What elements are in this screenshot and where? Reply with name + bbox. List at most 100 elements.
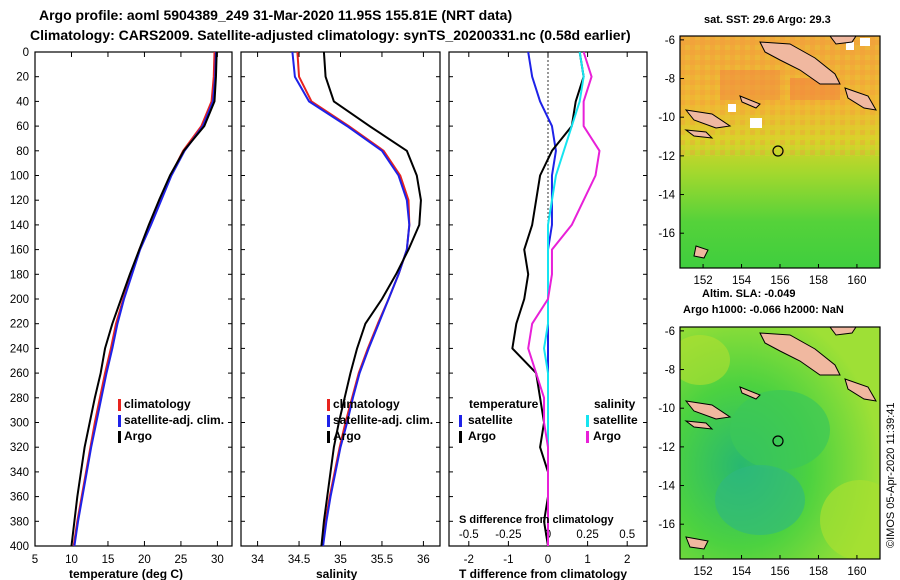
salinity-panel bbox=[240, 51, 441, 547]
x-top-tick-label: 0.25 bbox=[576, 529, 598, 541]
map-y-tick-label: -10 bbox=[658, 403, 675, 415]
legend-swatch-s-satellite bbox=[586, 415, 589, 427]
depth-tick-label: 0 bbox=[23, 47, 29, 59]
x-tick-label: 30 bbox=[211, 554, 224, 566]
sla-map-image bbox=[680, 327, 880, 559]
x-tick-label: 0 bbox=[545, 554, 551, 566]
legend-satellite: satellite-adj. clim. bbox=[333, 413, 433, 427]
depth-tick-label: 200 bbox=[10, 294, 29, 306]
series-line-satellite-adj-clim- bbox=[291, 51, 411, 547]
temperature-xlabel: temperature (deg C) bbox=[69, 567, 183, 580]
depth-tick-label: 380 bbox=[10, 516, 29, 528]
depth-tick-label: 280 bbox=[10, 393, 29, 405]
depth-tick-label: 100 bbox=[10, 171, 29, 183]
sst-map-axes: 152 154 156 158 160 -6 -8 -10 -12 -14 -16 bbox=[658, 35, 866, 287]
difference-top-xlabel: S difference from climatology bbox=[459, 514, 615, 526]
map-y-tick-label: -6 bbox=[665, 326, 675, 338]
depth-tick-label: 300 bbox=[10, 418, 29, 430]
difference-legend-salinity: salinity satellite Argo bbox=[586, 397, 638, 443]
legend-swatch-argo bbox=[118, 431, 121, 443]
map-x-tick-label: 158 bbox=[809, 275, 828, 287]
depth-tick-label: 180 bbox=[10, 269, 29, 281]
sla-map-title: Altim. SLA: -0.049 bbox=[702, 288, 796, 300]
map-x-tick-label: 160 bbox=[847, 275, 866, 287]
legend-t-argo: Argo bbox=[468, 429, 496, 443]
profile-location-marker bbox=[772, 145, 784, 157]
legend-t-satellite: satellite bbox=[468, 413, 513, 427]
x-tick-label: 5 bbox=[32, 554, 38, 566]
profile-location-marker bbox=[772, 435, 784, 447]
x-tick-label: 2 bbox=[624, 554, 630, 566]
panel-ticks: 5 10 15 20 25 30 34 34.5 35 35.5 36 -2 -1 0 1 2 -0.5 -0.2… bbox=[32, 51, 647, 566]
map-x-tick-label: 152 bbox=[693, 566, 712, 578]
map-x-tick-label: 156 bbox=[770, 566, 789, 578]
depth-tick-label: 320 bbox=[10, 442, 29, 454]
x-tick-label: -2 bbox=[464, 554, 474, 566]
map-x-tick-label: 156 bbox=[770, 275, 789, 287]
x-tick-label: 10 bbox=[65, 554, 78, 566]
map-x-tick-label: 154 bbox=[732, 275, 752, 287]
depth-tick-label: 240 bbox=[10, 343, 29, 355]
map-x-tick-label: 158 bbox=[809, 566, 828, 578]
profile-lines bbox=[70, 51, 601, 547]
map-y-tick-label: -16 bbox=[658, 228, 675, 240]
legend-swatch-t-argo bbox=[459, 431, 462, 443]
depth-axis: 0 20 40 60 80 100 120 140 160 180 200 220 240 260 280 3… bbox=[10, 47, 29, 553]
x-tick-label: 20 bbox=[138, 554, 151, 566]
legend-argo: Argo bbox=[124, 429, 152, 443]
x-top-tick-label: -0.25 bbox=[495, 529, 521, 541]
map-x-tick-label: 154 bbox=[732, 566, 752, 578]
depth-tick-label: 140 bbox=[10, 220, 29, 232]
depth-tick-label: 40 bbox=[16, 96, 29, 108]
sla-map-subtitle: Argo h1000: -0.066 h2000: NaN bbox=[683, 304, 844, 316]
map-y-tick-label: -8 bbox=[665, 365, 675, 377]
depth-tick-label: 220 bbox=[10, 319, 29, 331]
depth-tick-label: 360 bbox=[10, 492, 29, 504]
x-top-tick-label: -0.5 bbox=[459, 529, 479, 541]
legend-swatch-t-satellite bbox=[459, 415, 462, 427]
x-tick-label: 35.5 bbox=[371, 554, 393, 566]
series-line-climatology bbox=[72, 51, 216, 547]
map-y-tick-label: -12 bbox=[658, 442, 675, 454]
legend-swatch-satellite bbox=[327, 415, 330, 427]
series-line-argo bbox=[320, 51, 422, 547]
series-line-climatology bbox=[296, 51, 411, 547]
x-tick-label: -1 bbox=[503, 554, 513, 566]
legend-satellite: satellite-adj. clim. bbox=[124, 413, 224, 427]
map-x-tick-label: 160 bbox=[847, 566, 866, 578]
series-line-temperature-argo bbox=[511, 51, 585, 547]
x-tick-label: 36 bbox=[417, 554, 430, 566]
series-line-salinity-satellite bbox=[543, 51, 585, 546]
sla-map-axes: 152 154 156 158 160 -6 -8 -10 -12 -14 -16 bbox=[658, 326, 866, 578]
map-y-tick-label: -10 bbox=[658, 112, 675, 124]
legend-s-satellite: satellite bbox=[593, 413, 638, 427]
copyright-stamp: ©IMOS 05-Apr-2020 11:39:41 bbox=[885, 403, 897, 548]
series-line-argo bbox=[70, 51, 218, 547]
map-x-tick-label: 152 bbox=[693, 275, 712, 287]
x-tick-label: 25 bbox=[175, 554, 188, 566]
salinity-xlabel: salinity bbox=[316, 567, 358, 580]
legend-salinity-title: salinity bbox=[594, 397, 636, 411]
legend-argo: Argo bbox=[333, 429, 361, 443]
figure-title-line1: Argo profile: aoml 5904389_249 31-Mar-20… bbox=[39, 7, 512, 23]
x-tick-label: 1 bbox=[584, 554, 590, 566]
difference-legend-temperature: temperature satellite Argo bbox=[459, 397, 539, 443]
depth-tick-label: 160 bbox=[10, 245, 29, 257]
map-y-tick-label: -12 bbox=[658, 151, 675, 163]
legend-swatch-argo bbox=[327, 431, 330, 443]
depth-tick-label: 80 bbox=[16, 146, 29, 158]
legend-swatch-satellite bbox=[118, 415, 121, 427]
legend-temperature-title: temperature bbox=[469, 397, 539, 411]
legend-swatch-climatology bbox=[118, 399, 121, 411]
depth-tick-label: 60 bbox=[16, 121, 29, 133]
legend-climatology: climatology bbox=[333, 397, 400, 411]
series-line-temperature-satellite bbox=[527, 51, 557, 546]
difference-xlabel: T difference from climatology bbox=[459, 567, 627, 580]
x-tick-label: 15 bbox=[102, 554, 115, 566]
x-tick-label: 34.5 bbox=[288, 554, 310, 566]
series-line-satellite-adj-clim- bbox=[73, 51, 217, 547]
depth-tick-label: 260 bbox=[10, 368, 29, 380]
map-y-tick-label: -8 bbox=[665, 74, 675, 86]
figure-title-line2: Climatology: CARS2009. Satellite-adjuste… bbox=[30, 27, 631, 43]
legend-climatology: climatology bbox=[124, 397, 191, 411]
